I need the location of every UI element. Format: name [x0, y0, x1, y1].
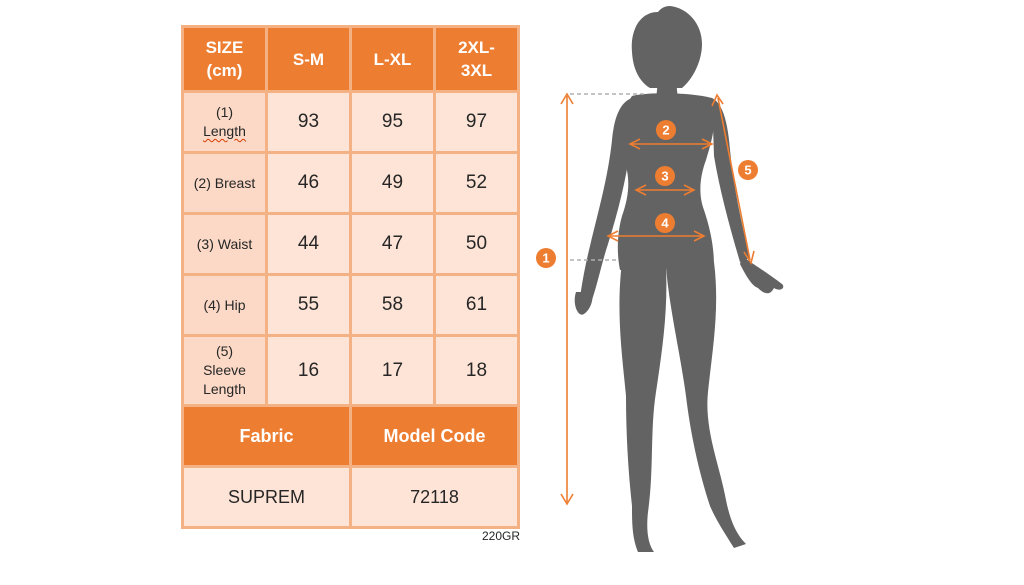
- row-label-hip: (4) Hip: [184, 276, 265, 334]
- svg-text:1: 1: [542, 251, 549, 266]
- header-l-xl-label: L-XL: [373, 49, 412, 69]
- measurement-guides: [560, 92, 755, 506]
- value-cell: 17: [352, 337, 433, 404]
- svg-text:4: 4: [661, 216, 669, 231]
- fabric-weight-note: 220GR: [482, 529, 521, 543]
- value-cell: 97: [436, 93, 517, 151]
- fabric-value: SUPREM: [184, 468, 349, 526]
- size-chart-table: SIZE (cm) S-M L-XL 2XL- 3XL (1) Length 9…: [181, 25, 520, 529]
- row-label-length-number: (1): [215, 104, 234, 120]
- hip-arrows: [606, 230, 706, 242]
- value-cell: 93: [268, 93, 349, 151]
- value-cell: 95: [352, 93, 433, 151]
- row-label-cell: (5) Sleeve Length: [184, 337, 265, 404]
- row-label-sleeve-length: (5) Sleeve Length: [203, 343, 246, 397]
- table-header-row: SIZE (cm) S-M L-XL 2XL- 3XL: [184, 28, 517, 90]
- value-cell: 55: [268, 276, 349, 334]
- waist-arrows: [634, 184, 696, 196]
- header-size-label: SIZE (cm): [205, 38, 244, 80]
- header-size-cell: SIZE (cm): [184, 28, 265, 90]
- length-arrow-top: [560, 92, 574, 105]
- fabric-model-header-row: Fabric Model Code: [184, 407, 517, 465]
- svg-text:2: 2: [662, 123, 669, 138]
- table-row-waist: (3) Waist 44 47 50: [184, 215, 517, 273]
- row-label-length-word: Length: [203, 123, 246, 139]
- header-2xl-3xl-label: 2XL- 3XL: [458, 38, 495, 80]
- table-row-length: (1) Length 93 95 97: [184, 93, 517, 151]
- value-cell: 49: [352, 154, 433, 212]
- value-cell: 50: [436, 215, 517, 273]
- row-label-length: (1) Length: [184, 103, 265, 141]
- header-2xl-3xl-cell: 2XL- 3XL: [436, 28, 517, 90]
- value-cell: 16: [268, 337, 349, 404]
- header-l-xl-cell: L-XL: [352, 28, 433, 90]
- svg-text:5: 5: [744, 163, 751, 178]
- row-label-cell: (1) Length: [184, 93, 265, 151]
- marker-1: 1: [536, 248, 556, 268]
- woman-silhouette: [574, 6, 784, 552]
- fabric-label: Fabric: [184, 407, 349, 465]
- marker-2: 2: [656, 120, 676, 140]
- value-cell: 58: [352, 276, 433, 334]
- sleeve-line: [717, 97, 751, 261]
- measurement-markers: 1 2 3 4 5: [536, 120, 758, 268]
- row-label-breast: (2) Breast: [184, 154, 265, 212]
- table-row-sleeve-length: (5) Sleeve Length 16 17 18: [184, 337, 517, 404]
- value-cell: 18: [436, 337, 517, 404]
- header-s-m-label: S-M: [292, 49, 325, 69]
- marker-4: 4: [655, 213, 675, 233]
- table-row-hip: (4) Hip 55 58 61: [184, 276, 517, 334]
- table-row-breast: (2) Breast 46 49 52: [184, 154, 517, 212]
- value-cell: 44: [268, 215, 349, 273]
- model-code-label: Model Code: [352, 407, 517, 465]
- marker-3: 3: [655, 166, 675, 186]
- svg-text:3: 3: [661, 169, 668, 184]
- value-cell: 47: [352, 215, 433, 273]
- model-code-value: 72118: [352, 468, 517, 526]
- body-measurement-figure: 1 2 3 4 5: [536, 6, 784, 552]
- value-cell: 61: [436, 276, 517, 334]
- row-label-waist: (3) Waist: [184, 215, 265, 273]
- fabric-model-value-row: SUPREM 72118: [184, 468, 517, 526]
- value-cell: 46: [268, 154, 349, 212]
- breast-arrows: [628, 138, 714, 150]
- header-s-m-cell: S-M: [268, 28, 349, 90]
- length-arrow-bottom: [560, 493, 574, 506]
- sleeve-arrows: [711, 93, 755, 266]
- marker-5: 5: [738, 160, 758, 180]
- value-cell: 52: [436, 154, 517, 212]
